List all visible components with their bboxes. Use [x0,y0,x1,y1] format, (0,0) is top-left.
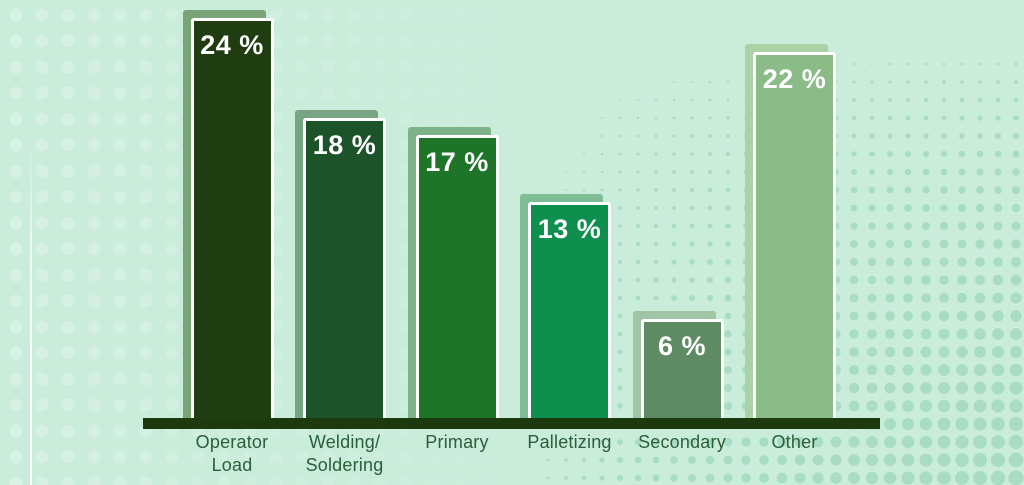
bar-fill-operator-load: 24 % [190,18,274,419]
bar-palletizing: 13 % [520,193,611,419]
bar-welding-soldering: 18 % [295,110,386,419]
vertical-accent-line [30,0,32,485]
category-label-operator-load: Operator Load [195,432,269,475]
bar-other: 22 % [745,43,836,419]
category-label-welding-soldering: Welding/ Soldering [305,432,384,475]
x-axis-line [143,418,880,429]
bar-value-label-other: 22 % [762,63,827,94]
bar-fill-primary: 17 % [415,135,499,419]
bar-value-label-palletizing: 13 % [537,213,602,244]
bar-fill-palletizing: 13 % [528,201,611,419]
category-label-palletizing: Palletizing [527,432,612,452]
bar-secondary: 6 % [632,310,724,419]
bar-primary: 17 % [407,127,499,419]
bar-fill-welding-soldering: 18 % [303,118,386,419]
bar-fill-other: 22 % [753,51,836,419]
bar-value-label-secondary: 6 % [657,330,707,361]
category-label-other: Other [771,432,818,452]
bar-value-label-primary: 17 % [425,147,489,178]
category-label-primary: Primary [425,432,489,452]
category-label-secondary: Secondary [638,432,726,452]
bar-value-label-welding-soldering: 18 % [312,130,377,161]
bar-operator-load: 24 % [182,10,274,419]
bar-value-label-operator-load: 24 % [200,30,264,61]
bar-fill-secondary: 6 % [640,318,724,419]
